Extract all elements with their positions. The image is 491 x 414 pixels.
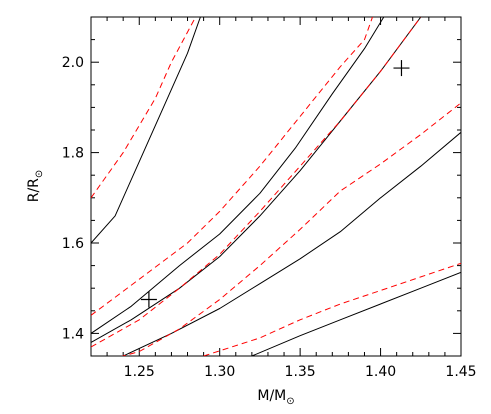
solid-curve xyxy=(91,17,422,343)
solid-curve xyxy=(91,17,385,334)
solid-curve xyxy=(91,17,201,244)
dashed-curve xyxy=(91,17,197,199)
x-tick-label: 1.30 xyxy=(204,364,235,380)
x-tick-label: 1.45 xyxy=(445,364,476,380)
axis-ticks xyxy=(90,16,462,357)
y-tick-label: 1.6 xyxy=(62,236,84,252)
y-axis-label: R/R⊙ xyxy=(26,170,45,203)
x-axis-label-main: M/M xyxy=(257,388,286,404)
dashed-curve xyxy=(203,262,461,356)
solid-curve xyxy=(251,271,461,356)
y-axis-label-sub: ⊙ xyxy=(34,170,45,178)
plot-frame xyxy=(90,16,462,357)
y-axis-label-main: R/R xyxy=(26,178,42,202)
solid-curve xyxy=(122,131,461,356)
y-tick-label: 1.8 xyxy=(62,146,84,162)
dashed-curve xyxy=(91,17,422,348)
dashed-curve xyxy=(121,102,461,356)
x-tick-label: 1.25 xyxy=(124,364,155,380)
y-tick-label: 1.4 xyxy=(62,326,84,342)
x-tick-label: 1.40 xyxy=(365,364,396,380)
x-axis-label: M/M⊙ xyxy=(257,388,294,407)
x-tick-label: 1.35 xyxy=(285,364,316,380)
series-group xyxy=(91,17,461,356)
plus-marker xyxy=(393,60,410,77)
plus-marker xyxy=(140,291,157,308)
axis-tick-labels: 1.25 1.30 1.35 1.40 1.45 1.4 1.6 1.8 2.0 xyxy=(62,55,477,380)
y-tick-label: 2.0 xyxy=(62,55,84,71)
dashed-curve xyxy=(91,17,373,316)
marker-group xyxy=(140,60,410,308)
x-axis-label-sub: ⊙ xyxy=(286,396,294,407)
